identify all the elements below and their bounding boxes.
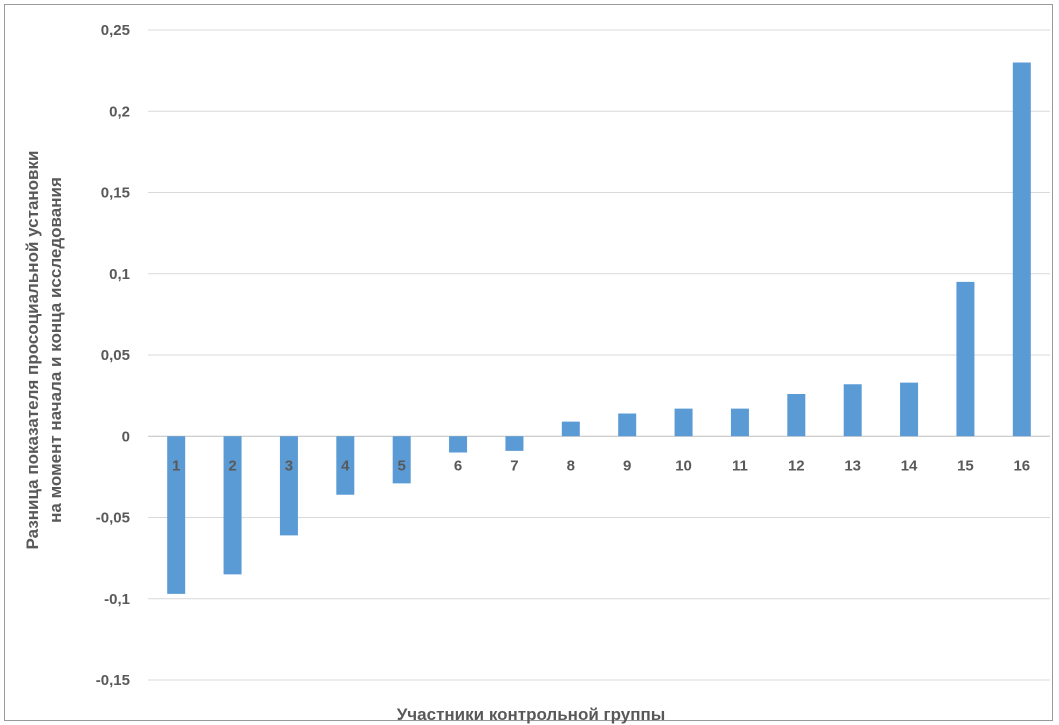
x-tick-label: 9 — [623, 457, 631, 474]
y-tick-label: 0,05 — [101, 347, 130, 364]
chart-frame — [4, 4, 1053, 721]
x-tick-label: 10 — [675, 457, 692, 474]
x-tick-label: 15 — [957, 457, 974, 474]
y-axis-title: Разница показателя просоциальной установ… — [23, 151, 65, 550]
y-tick-label: 0,2 — [109, 103, 130, 120]
bar — [900, 382, 919, 437]
bar — [279, 436, 298, 536]
bar — [674, 408, 693, 437]
x-tick-label: 4 — [341, 457, 350, 474]
x-tick-label: 13 — [844, 457, 861, 474]
x-tick-label: 11 — [732, 457, 748, 474]
bar — [561, 421, 580, 437]
x-axis-ticks: 1 2 3 4 5 6 7 8 9 10 11 12 13 14 15 16 — [172, 457, 1030, 474]
x-tick-label: 14 — [901, 457, 918, 474]
y-axis-title-line2: на момент начала и конца исследования — [46, 177, 65, 523]
bar — [223, 436, 242, 575]
y-axis-title-line1: Разница показателя просоциальной установ… — [23, 151, 42, 550]
x-tick-label: 2 — [228, 457, 236, 474]
bar — [787, 394, 806, 437]
bar — [392, 436, 411, 484]
y-tick-label: -0,05 — [96, 510, 130, 527]
y-tick-label: 0 — [122, 428, 130, 445]
x-tick-label: 8 — [567, 457, 575, 474]
bar — [956, 281, 975, 437]
bar — [167, 436, 186, 594]
bar — [843, 384, 862, 437]
gridlines — [148, 29, 1050, 681]
x-tick-label: 5 — [398, 457, 406, 474]
y-tick-label: 0,25 — [101, 22, 130, 39]
bar — [1012, 62, 1031, 437]
y-tick-label: -0,1 — [104, 591, 130, 608]
x-tick-label: 3 — [285, 457, 293, 474]
x-axis-title: Участники контрольной группы — [397, 705, 666, 724]
bar — [449, 436, 468, 453]
bar — [618, 413, 637, 437]
x-tick-label: 1 — [172, 457, 180, 474]
bars — [167, 62, 1031, 594]
y-tick-label: -0,15 — [96, 672, 130, 689]
y-axis-ticks: 0,25 0,2 0,15 0,1 0,05 0 -0,05 -0,1 -0,15 — [96, 22, 130, 689]
x-tick-label: 7 — [510, 457, 518, 474]
bar — [505, 436, 524, 451]
y-tick-label: 0,1 — [109, 266, 130, 283]
x-tick-label: 6 — [454, 457, 462, 474]
x-tick-label: 12 — [788, 457, 805, 474]
bar — [730, 408, 749, 437]
y-tick-label: 0,15 — [101, 185, 130, 202]
x-tick-label: 16 — [1013, 457, 1030, 474]
bar — [336, 436, 355, 495]
